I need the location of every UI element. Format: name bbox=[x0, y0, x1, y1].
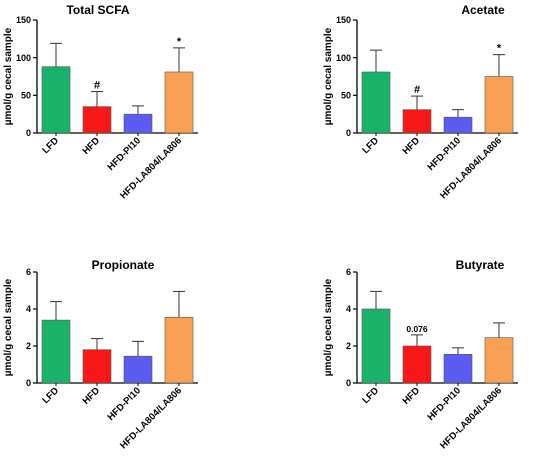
chart-panel-1: Total SCFA µmol/g cecal sample 0 50 100 150 LF… bbox=[3, 3, 198, 201]
bar-hfd bbox=[82, 349, 112, 384]
x-tick-label: LFD bbox=[40, 135, 61, 156]
y-axis-label: µmol/g cecal sample bbox=[3, 27, 14, 125]
y-tick-label: 50 bbox=[341, 91, 351, 101]
bar-hfd-la804-la806 bbox=[164, 317, 194, 384]
y-tick-label: 0 bbox=[346, 378, 351, 388]
chart-title: Total SCFA bbox=[66, 3, 129, 17]
significance-annotation: # bbox=[94, 80, 100, 92]
bar-lfd bbox=[361, 308, 391, 384]
bar-hfd-la804-la806 bbox=[164, 71, 194, 134]
x-tick-label: HFD bbox=[401, 135, 423, 157]
y-tick-label: 100 bbox=[336, 53, 351, 63]
y-tick-label: 150 bbox=[336, 15, 351, 25]
x-tick-label: HFD bbox=[401, 385, 423, 407]
significance-annotation: * bbox=[177, 36, 182, 48]
bar-lfd bbox=[361, 71, 391, 134]
bar-hfd-pi10 bbox=[443, 116, 473, 134]
bar-lfd bbox=[41, 319, 71, 384]
significance-annotation: * bbox=[497, 43, 502, 55]
y-tick-label: 2 bbox=[26, 341, 31, 351]
chart-title: Propionate bbox=[92, 258, 155, 272]
bar-hfd-la804-la806 bbox=[484, 337, 514, 384]
chart-panel-3: Propionate µmol/g cecal sample 0 2 4 6 LFD HFD H… bbox=[3, 258, 198, 451]
x-tick-label: HFD-PI10 bbox=[105, 135, 143, 173]
x-tick-label: HFD-PI10 bbox=[425, 385, 463, 423]
x-tick-label: LFD bbox=[360, 135, 381, 156]
bar-hfd bbox=[402, 109, 432, 134]
y-axis-label: µmol/g cecal sample bbox=[323, 278, 334, 376]
bar-lfd bbox=[41, 66, 71, 134]
x-tick-label: HFD bbox=[81, 135, 103, 157]
chart-panel-2: Acetate µmol/g cecal sample 0 50 100 150 LFD HF… bbox=[323, 3, 518, 201]
bar-hfd-la804-la806 bbox=[484, 76, 514, 134]
y-tick-label: 0 bbox=[26, 128, 31, 138]
bar-hfd-pi10 bbox=[123, 113, 153, 134]
bar-hfd bbox=[82, 106, 112, 134]
y-tick-label: 6 bbox=[26, 267, 31, 277]
y-tick-label: 150 bbox=[16, 15, 31, 25]
y-axis-label: µmol/g cecal sample bbox=[323, 27, 334, 125]
x-tick-label: HFD-PI10 bbox=[105, 385, 143, 423]
x-tick-label: HFD-PI10 bbox=[425, 135, 463, 173]
y-tick-label: 4 bbox=[26, 304, 31, 314]
chart-title: Butyrate bbox=[456, 258, 505, 272]
y-tick-label: 4 bbox=[346, 304, 351, 314]
x-tick-label: LFD bbox=[360, 385, 381, 406]
x-tick-label: HFD bbox=[81, 385, 103, 407]
bar-hfd-pi10 bbox=[443, 354, 473, 384]
x-tick-label: LFD bbox=[40, 385, 61, 406]
y-tick-label: 50 bbox=[21, 91, 31, 101]
bar-hfd-pi10 bbox=[123, 355, 153, 384]
bar-hfd bbox=[402, 345, 432, 384]
y-tick-label: 0 bbox=[346, 128, 351, 138]
y-axis-label: µmol/g cecal sample bbox=[3, 278, 14, 376]
chart-title: Acetate bbox=[461, 3, 505, 17]
significance-annotation: 0.076 bbox=[406, 324, 428, 334]
y-tick-label: 2 bbox=[346, 341, 351, 351]
significance-annotation: # bbox=[414, 84, 420, 96]
y-tick-label: 100 bbox=[16, 53, 31, 63]
chart-panel-4: Butyrate µmol/g cecal sample 0 2 4 6 LFD HFD 0.0… bbox=[323, 258, 518, 451]
y-tick-label: 0 bbox=[26, 378, 31, 388]
y-tick-label: 6 bbox=[346, 267, 351, 277]
